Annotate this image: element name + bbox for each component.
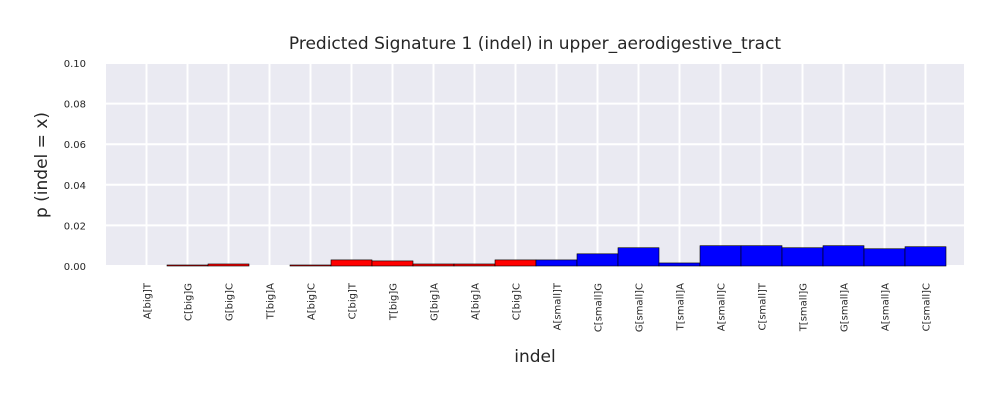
- bar-C[big]G: [166, 264, 209, 267]
- bar-T[small]A: [658, 262, 701, 267]
- x-tick-label: G[big]C: [225, 283, 236, 321]
- x-tick-label: C[big]C: [512, 283, 523, 320]
- x-tick-label: C[small]C: [922, 283, 933, 331]
- x-gridlines: [145, 63, 927, 266]
- y-tick-label: 0.00: [64, 262, 86, 273]
- x-tick-label: T[small]G: [799, 283, 810, 332]
- y-tick-label: 0.06: [64, 140, 86, 151]
- x-axis-label: indel: [514, 347, 555, 367]
- bar-G[big]A: [412, 263, 455, 267]
- x-tick-label: C[small]T: [758, 282, 769, 330]
- bar-C[small]C: [904, 246, 947, 267]
- x-tick-label: A[small]C: [717, 283, 728, 331]
- bars: [166, 245, 947, 267]
- bar-A[small]C: [699, 245, 742, 267]
- x-tick-label: A[small]A: [881, 283, 892, 331]
- bar-C[small]G: [576, 253, 619, 267]
- y-tick-label: 0.04: [64, 181, 86, 192]
- x-tick-labels: A[big]T C[big]G G[big]C T[big]A A[big]C C[big…: [143, 282, 933, 332]
- x-tick-label: C[small]G: [594, 283, 605, 332]
- x-tick-label: A[small]T: [553, 282, 564, 330]
- y-tick-label: 0.08: [64, 100, 86, 111]
- bar-G[small]A: [822, 245, 865, 267]
- x-tick-label: G[small]C: [635, 283, 646, 332]
- bar-A[small]T: [535, 259, 578, 267]
- x-tick-label: A[big]C: [307, 283, 318, 320]
- bar-A[small]A: [863, 248, 906, 267]
- x-tick-label: C[big]G: [184, 283, 195, 321]
- bar-T[big]G: [371, 260, 414, 267]
- x-tick-label: A[big]A: [471, 283, 482, 320]
- y-tick-label: 0.10: [64, 59, 86, 70]
- bar-T[small]G: [781, 247, 824, 267]
- y-tick-labels: 0.00 0.02 0.04 0.06 0.08 0.10: [64, 59, 86, 273]
- x-tick-label: T[big]A: [266, 283, 277, 320]
- bar-C[big]C: [494, 259, 537, 267]
- bar-C[big]T: [330, 259, 373, 267]
- bar-G[small]C: [617, 247, 660, 267]
- bar-A[big]C: [289, 264, 332, 267]
- x-tick-label: T[small]A: [676, 283, 687, 332]
- y-axis-label: p (indel = x): [32, 112, 52, 218]
- bar-C[small]T: [740, 245, 783, 267]
- x-tick-label: A[big]T: [143, 282, 154, 319]
- x-tick-label: C[big]T: [348, 282, 359, 319]
- x-tick-label: G[small]A: [840, 283, 851, 332]
- y-tick-label: 0.02: [64, 221, 86, 232]
- chart-title: Predicted Signature 1 (indel) in upper_a…: [289, 34, 782, 54]
- x-tick-label: G[big]A: [430, 283, 441, 321]
- plot-area: [106, 63, 964, 266]
- x-tick-label: T[big]G: [389, 283, 400, 321]
- bar-A[big]A: [453, 263, 496, 267]
- bar-G[big]C: [207, 263, 250, 267]
